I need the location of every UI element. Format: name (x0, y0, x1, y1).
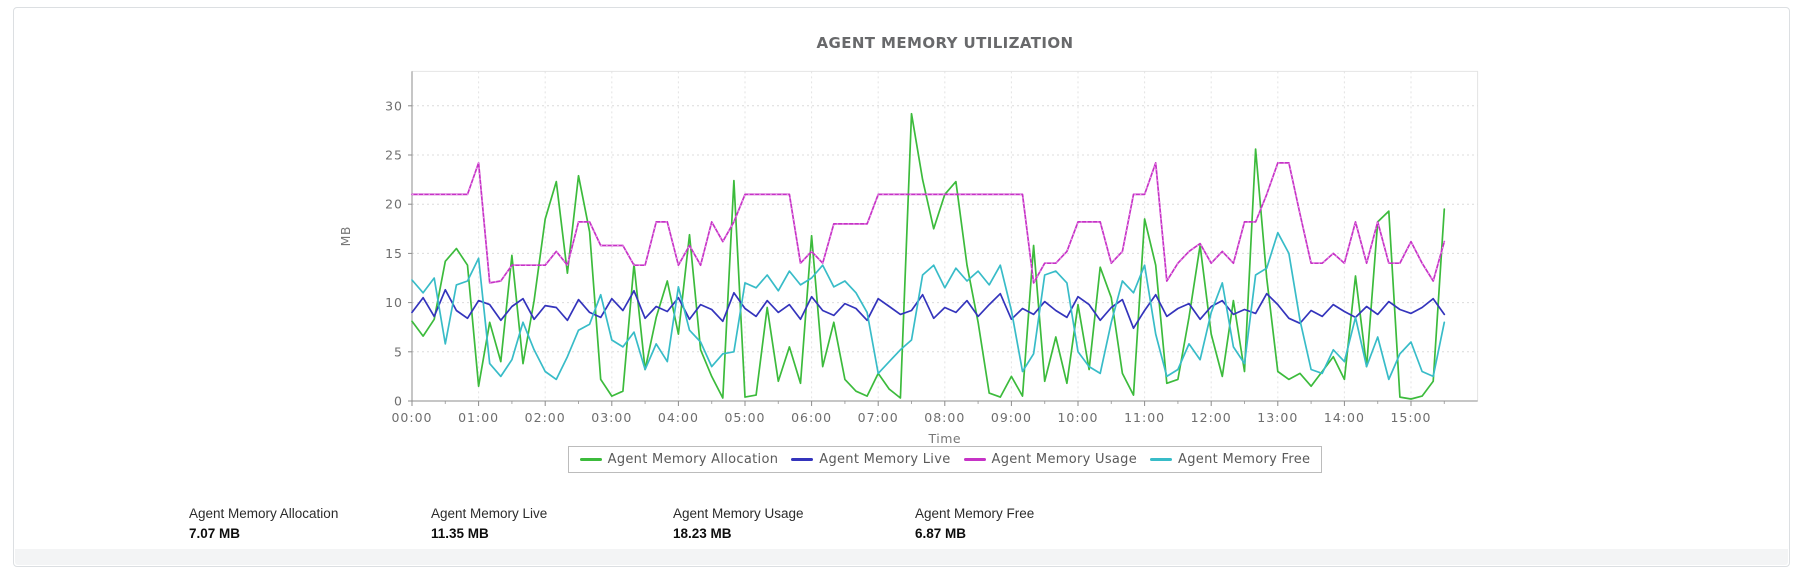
svg-text:08:00: 08:00 (924, 410, 965, 425)
stat-allocation: Agent Memory Allocation 7.07 MB (189, 506, 419, 541)
card-footer-strip (15, 549, 1788, 565)
svg-text:01:00: 01:00 (458, 410, 499, 425)
stat-free: Agent Memory Free 6.87 MB (915, 506, 1145, 541)
legend-item-free[interactable]: Agent Memory Free (1150, 452, 1310, 467)
memory-utilization-chart: 0 5 10 15 20 25 30 00:00 01:00 02:00 03:00 04:00 05:… (338, 70, 1479, 446)
usage-line-swatch-icon (963, 458, 986, 461)
svg-text:13:00: 13:00 (1257, 410, 1298, 425)
svg-text:04:00: 04:00 (658, 410, 699, 425)
stat-value: 6.87 MB (915, 526, 967, 541)
svg-text:00:00: 00:00 (391, 410, 432, 425)
svg-text:10:00: 10:00 (1057, 410, 1098, 425)
legend-label: Agent Memory Free (1178, 452, 1311, 467)
svg-text:Time: Time (928, 431, 962, 446)
stat-value: 18.23 MB (673, 526, 732, 541)
svg-text:06:00: 06:00 (791, 410, 832, 425)
stat-label: Agent Memory Allocation (189, 506, 339, 521)
svg-text:5: 5 (394, 344, 403, 359)
stat-label: Agent Memory Live (431, 506, 548, 521)
svg-text:25: 25 (385, 148, 403, 163)
svg-text:09:00: 09:00 (991, 410, 1032, 425)
stat-label: Agent Memory Usage (673, 506, 804, 521)
svg-text:0: 0 (394, 394, 403, 409)
allocation-line-swatch-icon (579, 458, 602, 461)
live-line-swatch-icon (791, 458, 814, 461)
summary-stats-row: Agent Memory Allocation 7.07 MB Agent Me… (14, 506, 1791, 556)
svg-text:11:00: 11:00 (1124, 410, 1165, 425)
memory-utilization-widget: AGENT MEMORY UTILIZATION 0 5 10 15 20 25 30 00:… (13, 7, 1790, 567)
svg-text:20: 20 (385, 197, 403, 212)
legend-label: Agent Memory Allocation (607, 452, 779, 467)
legend-item-live[interactable]: Agent Memory Live (791, 452, 950, 467)
stat-value: 11.35 MB (431, 526, 489, 541)
legend-item-usage[interactable]: Agent Memory Usage (963, 452, 1138, 467)
svg-text:15: 15 (385, 246, 403, 261)
svg-text:07:00: 07:00 (858, 410, 899, 425)
svg-text:15:00: 15:00 (1390, 410, 1431, 425)
svg-text:02:00: 02:00 (525, 410, 566, 425)
chart-title: AGENT MEMORY UTILIZATION (816, 34, 1074, 52)
svg-text:12:00: 12:00 (1191, 410, 1232, 425)
svg-text:03:00: 03:00 (591, 410, 632, 425)
stat-label: Agent Memory Free (915, 506, 1035, 521)
chart-legend: Agent Memory Allocation Agent Memory Liv… (374, 446, 1516, 473)
legend-label: Agent Memory Live (819, 452, 951, 467)
legend-label: Agent Memory Usage (991, 452, 1138, 467)
svg-text:05:00: 05:00 (724, 410, 765, 425)
svg-text:10: 10 (385, 295, 403, 310)
svg-text:14:00: 14:00 (1324, 410, 1365, 425)
svg-text:30: 30 (385, 98, 403, 113)
free-line-swatch-icon (1150, 458, 1173, 461)
legend-item-allocation[interactable]: Agent Memory Allocation (579, 452, 779, 467)
stat-value: 7.07 MB (189, 526, 241, 541)
svg-text:MB: MB (338, 226, 353, 246)
stat-usage: Agent Memory Usage 18.23 MB (673, 506, 903, 541)
stat-live: Agent Memory Live 11.35 MB (431, 506, 661, 541)
